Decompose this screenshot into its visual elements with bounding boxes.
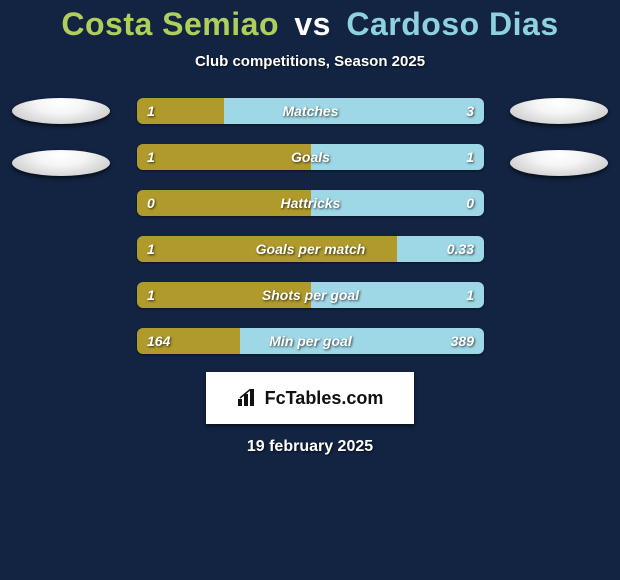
comparison-row: Matches1 3 bbox=[0, 88, 620, 134]
stat-label: Hattricks bbox=[137, 190, 484, 216]
player2-marker-ellipse bbox=[510, 98, 608, 124]
stat-value-player2: 0.33 bbox=[447, 236, 474, 262]
stat-label: Shots per goal bbox=[137, 282, 484, 308]
subtitle: Club competitions, Season 2025 bbox=[0, 53, 620, 70]
logo-text: FcTables.com bbox=[265, 388, 384, 409]
stat-value-player1: 1 bbox=[147, 144, 155, 170]
title-vs: vs bbox=[294, 6, 331, 42]
stat-value-player1: 1 bbox=[147, 282, 155, 308]
footer-date: 19 february 2025 bbox=[0, 438, 620, 456]
comparison-rows: Matches13Goals11Hattricks00Goals per mat… bbox=[0, 88, 620, 364]
comparison-row: Goals1 1 bbox=[0, 134, 620, 180]
stat-bar: Hattricks0 0 bbox=[137, 190, 484, 216]
player1-marker-ellipse bbox=[12, 150, 110, 176]
comparison-row: Hattricks0 0 bbox=[0, 180, 620, 226]
stat-label: Min per goal bbox=[137, 328, 484, 354]
page-title: Costa Semiao vs Cardoso Dias bbox=[0, 6, 620, 43]
stat-bar: Min per goal164 389 bbox=[137, 328, 484, 354]
stat-value-player2: 1 bbox=[466, 282, 474, 308]
stat-label: Goals per match bbox=[137, 236, 484, 262]
title-player2: Cardoso Dias bbox=[346, 6, 558, 42]
stat-value-player2: 389 bbox=[451, 328, 474, 354]
stat-bar: Matches1 3 bbox=[137, 98, 484, 124]
bars-icon bbox=[237, 389, 259, 407]
stat-value-player2: 0 bbox=[466, 190, 474, 216]
comparison-row: Min per goal164 389 bbox=[0, 318, 620, 364]
stat-value-player2: 3 bbox=[466, 98, 474, 124]
stat-value-player1: 1 bbox=[147, 236, 155, 262]
stat-bar: Shots per goal1 1 bbox=[137, 282, 484, 308]
stat-bar: Goals per match1 0.33 bbox=[137, 236, 484, 262]
chart-container: Costa Semiao vs Cardoso Dias Club compet… bbox=[0, 0, 620, 456]
stat-label: Matches bbox=[137, 98, 484, 124]
stat-value-player1: 164 bbox=[147, 328, 170, 354]
player1-marker-ellipse bbox=[12, 98, 110, 124]
stat-value-player1: 0 bbox=[147, 190, 155, 216]
title-player1: Costa Semiao bbox=[61, 6, 279, 42]
comparison-row: Goals per match1 0.33 bbox=[0, 226, 620, 272]
fctables-logo: FcTables.com bbox=[206, 372, 414, 424]
stat-bar: Goals1 1 bbox=[137, 144, 484, 170]
stat-value-player1: 1 bbox=[147, 98, 155, 124]
stat-label: Goals bbox=[137, 144, 484, 170]
comparison-row: Shots per goal1 1 bbox=[0, 272, 620, 318]
stat-value-player2: 1 bbox=[466, 144, 474, 170]
player2-marker-ellipse bbox=[510, 150, 608, 176]
